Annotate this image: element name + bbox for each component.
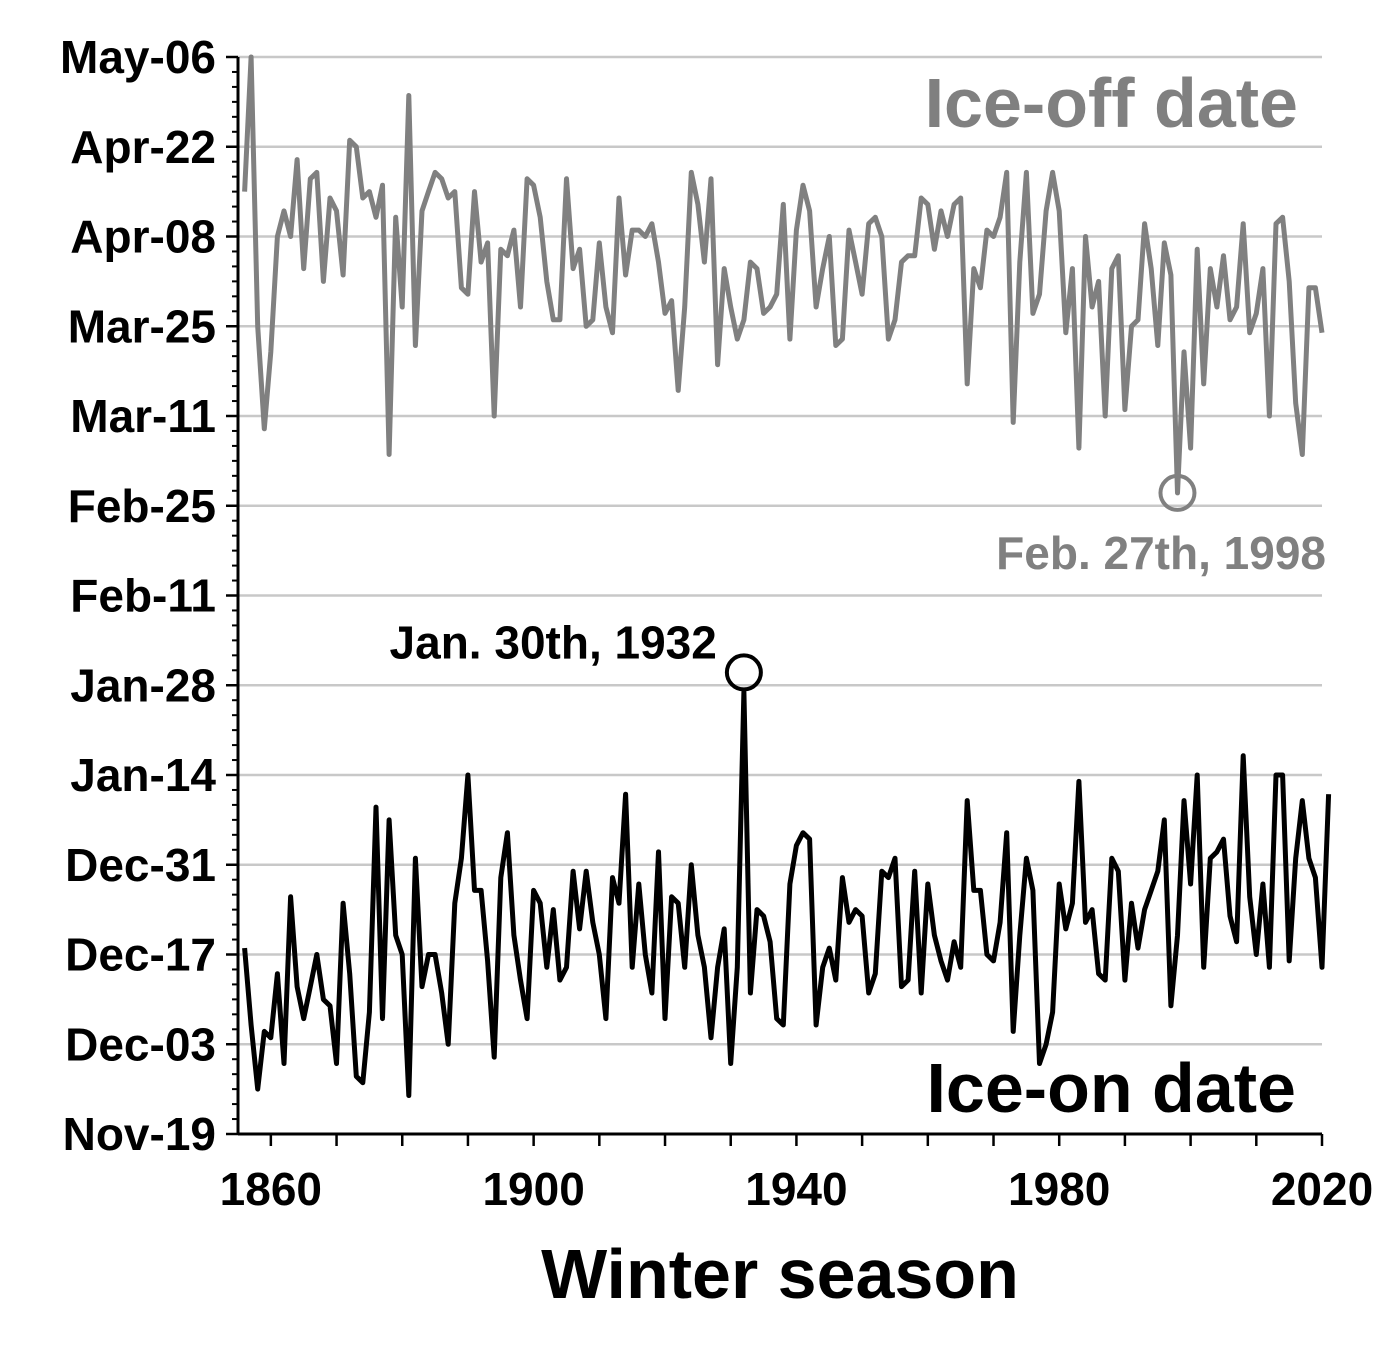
y-tick-label: Apr-22 <box>70 121 216 173</box>
y-tick-label: Feb-11 <box>70 570 216 622</box>
ice-on-record-marker <box>724 653 763 692</box>
ice-on-series-line <box>242 689 1332 1098</box>
y-tick-label: Jan-14 <box>70 749 216 801</box>
y-tick-label: Mar-25 <box>68 300 216 352</box>
x-tick-label: 1900 <box>482 1163 584 1215</box>
ice-off-record-label: Feb. 27th, 1998 <box>996 527 1326 579</box>
ice-on-record-label: Jan. 30th, 1932 <box>390 616 717 668</box>
x-tick-label: 1940 <box>745 1163 847 1215</box>
series-label-ice-on: Ice-on date <box>926 1049 1296 1127</box>
y-tick-label: Feb-25 <box>68 480 216 532</box>
y-tick-label: Dec-03 <box>65 1018 216 1070</box>
series-layer <box>242 54 1332 1098</box>
y-tick-label: Mar-11 <box>70 390 216 442</box>
x-tick-label: 1980 <box>1008 1163 1110 1215</box>
ice-off-record-marker <box>1158 473 1197 512</box>
annotation-layer: Feb. 27th, 1998 Jan. 30th, 1932 <box>390 473 1326 692</box>
series-label-ice-off: Ice-off date <box>925 64 1298 142</box>
y-tick-label: May-06 <box>60 31 216 83</box>
y-tick-label: Jan-28 <box>70 659 216 711</box>
ice-off-series-line <box>242 54 1325 496</box>
x-tick-label: 1860 <box>220 1163 322 1215</box>
y-tick-label: Dec-17 <box>65 929 216 981</box>
y-tick-label: Nov-19 <box>63 1108 216 1160</box>
y-tick-label: Apr-08 <box>70 211 216 263</box>
x-tick-label: 2020 <box>1271 1163 1373 1215</box>
axis-layer: May-06 Apr-22 Apr-08 Mar-25 Mar-11 Feb-25 Feb-… <box>60 31 1373 1215</box>
x-axis-label: Winter season <box>541 1235 1019 1313</box>
y-tick-label: Dec-31 <box>65 839 216 891</box>
